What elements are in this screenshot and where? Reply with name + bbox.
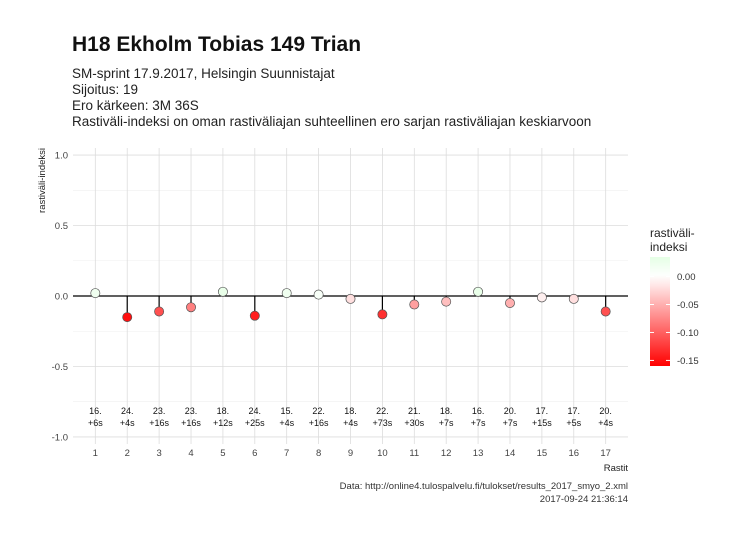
- time-diff-label: +5s: [566, 418, 581, 428]
- data-point: [505, 298, 515, 308]
- data-point: [536, 292, 547, 303]
- data-point: [281, 288, 292, 299]
- x-tick-label: 8: [316, 448, 321, 459]
- data-point: [377, 309, 388, 320]
- x-tick-label: 15: [537, 448, 548, 459]
- legend-colorbar: [650, 257, 670, 366]
- time-diff-label: +16s: [149, 418, 169, 428]
- x-tick-label: 9: [348, 448, 353, 459]
- y-tick-label: -0.5: [52, 362, 68, 373]
- rank-label: 21.: [408, 406, 421, 416]
- x-tick-label: 4: [188, 448, 193, 459]
- subtitle-line-rank: Sijoitus: 19: [72, 82, 139, 97]
- subtitle-line-description: Rastiväli-indeksi on oman rastiväliajan …: [72, 114, 592, 129]
- data-point: [345, 293, 356, 304]
- time-diff-label: +4s: [120, 418, 135, 428]
- time-diff-label: +4s: [279, 418, 294, 428]
- caption-timestamp: 2017-09-24 21:36:14: [539, 494, 628, 505]
- data-point: [600, 306, 611, 317]
- data-point: [568, 293, 579, 304]
- time-diff-label: +7s: [503, 418, 518, 428]
- time-diff-label: +7s: [439, 418, 454, 428]
- x-axis-title: Rastit: [604, 463, 629, 474]
- legend-tick-label: -0.10: [677, 328, 699, 339]
- data-point: [217, 286, 228, 297]
- subtitle-line-event: SM-sprint 17.9.2017, Helsingin Suunnista…: [72, 66, 335, 81]
- data-point: [441, 296, 452, 307]
- time-diff-label: +15s: [532, 418, 552, 428]
- x-tick-label: 11: [409, 448, 419, 459]
- rank-label: 24.: [121, 406, 134, 416]
- y-tick-label: 0.5: [55, 221, 68, 232]
- rank-label: 22.: [376, 406, 389, 416]
- x-tick-label: 17: [600, 448, 611, 459]
- legend-tick-label: -0.05: [677, 300, 699, 311]
- x-tick-label: 7: [284, 448, 289, 459]
- time-diff-label: +12s: [213, 418, 233, 428]
- x-tick-label: 14: [505, 448, 516, 459]
- chart-subtitle: SM-sprint 17.9.2017, Helsingin Suunnista…: [72, 66, 591, 130]
- x-tick-label: 16: [568, 448, 579, 459]
- data-point: [409, 299, 420, 310]
- legend-title-line1: rastiväli-: [650, 226, 695, 240]
- time-diff-label: +4s: [598, 418, 613, 428]
- data-point: [473, 286, 484, 297]
- rank-label: 24.: [249, 406, 262, 416]
- rank-label: 18.: [344, 406, 357, 416]
- x-tick-label: 1: [93, 448, 98, 459]
- time-diff-label: +16s: [181, 418, 201, 428]
- data-point: [249, 310, 260, 321]
- y-tick-label: 0.0: [55, 292, 68, 303]
- legend-tick-label: 0.00: [677, 272, 696, 283]
- data-point: [186, 302, 196, 313]
- time-diff-label: +4s: [343, 418, 358, 428]
- data-point: [90, 288, 101, 299]
- data-point: [313, 289, 324, 300]
- y-axis-title: rastiväli-indeksi: [37, 148, 48, 213]
- x-tick-label: 5: [220, 448, 225, 459]
- rank-label: 20.: [504, 406, 517, 416]
- rank-label: 15.: [280, 406, 293, 416]
- data-point: [122, 312, 133, 323]
- legend-tick-label: -0.15: [677, 356, 699, 367]
- time-diff-label: +16s: [309, 418, 329, 428]
- chart-title: H18 Ekholm Tobias 149 Trian: [72, 33, 362, 56]
- y-tick-label: 1.0: [55, 151, 68, 162]
- caption-source: Data: http://online4.tulospalvelu.fi/tul…: [339, 481, 628, 492]
- time-diff-label: +30s: [404, 418, 424, 428]
- legend-title-line2: indeksi: [650, 240, 687, 254]
- rank-label: 18.: [217, 406, 230, 416]
- rank-label: 17.: [536, 406, 549, 416]
- x-tick-label: 13: [473, 448, 484, 459]
- rank-label: 17.: [568, 406, 581, 416]
- y-tick-label: -1.0: [52, 432, 68, 443]
- rank-label: 20.: [599, 406, 612, 416]
- time-diff-label: +25s: [245, 418, 265, 428]
- rank-label: 22.: [312, 406, 325, 416]
- rank-label: 16.: [89, 406, 102, 416]
- rank-label: 16.: [472, 406, 485, 416]
- x-tick-label: 12: [441, 448, 452, 459]
- x-tick-label: 3: [156, 448, 161, 459]
- data-point: [154, 306, 165, 317]
- time-diff-label: +73s: [373, 418, 393, 428]
- rank-label: 23.: [153, 406, 166, 416]
- x-tick-label: 2: [125, 448, 130, 459]
- x-tick-label: 10: [377, 448, 388, 459]
- rank-label: 23.: [185, 406, 198, 416]
- time-diff-label: +7s: [471, 418, 486, 428]
- subtitle-line-gap: Ero kärkeen: 3M 36S: [72, 98, 199, 113]
- rank-label: 18.: [440, 406, 453, 416]
- time-diff-label: +6s: [88, 418, 103, 428]
- x-tick-label: 6: [252, 448, 257, 459]
